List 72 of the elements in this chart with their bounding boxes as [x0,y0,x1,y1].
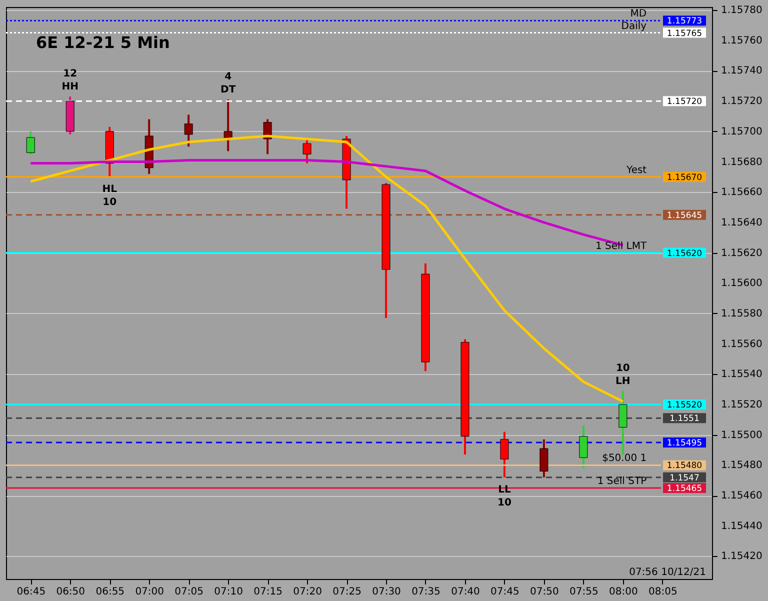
y-tick-label: 1.15640 [721,217,762,228]
y-tick-label: 1.15780 [721,5,762,16]
y-tick-label: 1.15720 [721,96,762,108]
annotation: MD [630,8,647,20]
annotation: 10 [498,497,512,508]
y-tick-label: 1.15480 [721,460,762,472]
y-tick-label: 1.15580 [721,308,762,320]
ref-line-label: 1.15495 [666,438,702,448]
ref-line-label: 1.15670 [666,172,702,183]
candlestick [302,138,312,164]
y-tick-label: 1.15760 [721,35,762,46]
ref-line-label: 1.15645 [666,210,702,221]
x-tick-label: 07:05 [174,586,204,598]
ref-line-label: 1.15465 [666,484,702,494]
y-tick-label: 1.15460 [721,490,762,502]
annotation: LH [616,376,630,387]
x-tick-label: 07:50 [530,586,559,598]
annotation: 10 [616,362,630,374]
candlestick [26,130,35,156]
annotation: Yest [626,164,647,176]
x-tick-label: 07:20 [293,586,322,598]
candlestick [579,424,588,470]
annotation: 1 Sell LMT [596,240,648,252]
x-tick-label: 07:35 [412,586,440,598]
y-tick-label: 1.15620 [721,248,762,259]
x-tick-label: 07:40 [451,586,480,598]
ref-line-label: 1.1547 [670,473,700,484]
candlestick [263,118,272,156]
annotation: DT [220,84,236,96]
ref-line-label: 1.15520 [666,400,702,411]
annotation: 07:56 10/12/21 [629,567,706,578]
candlestick [184,114,193,148]
annotation: Daily [621,20,647,32]
x-tick-label: 08:05 [648,586,678,598]
annotation: 1 Sell STP [597,476,647,487]
candlestick [540,438,548,478]
ref-line-label: 1.15480 [666,461,702,472]
y-tick-label: 1.15420 [721,551,762,562]
y-tick-label: 1.15660 [721,187,762,198]
annotation: HH [62,82,78,93]
ref-line-label: 1.15720 [666,97,702,108]
x-tick-label: 07:45 [490,586,520,598]
y-tick-label: 1.15440 [721,520,762,532]
x-tick-label: 07:10 [214,586,243,598]
x-tick-label: 06:55 [96,586,125,598]
x-tick-label: 06:45 [16,586,46,598]
ref-line-label: 1.15620 [666,248,702,259]
annotation: 4 [224,72,232,83]
annotation: 10 [102,196,117,208]
x-tick-label: 07:25 [332,586,362,598]
x-tick-label: 07:00 [135,586,164,598]
x-tick-label: 07:15 [254,586,282,598]
x-tick-label: 08:00 [609,586,638,598]
y-tick-label: 1.15540 [721,369,762,380]
ref-line-label: 1.15773 [666,16,702,27]
x-tick-label: 07:30 [372,586,401,598]
y-tick-label: 1.15600 [721,278,762,290]
y-tick-label: 1.15520 [721,400,762,411]
y-tick-label: 1.15500 [721,430,762,441]
ref-line-label: 1.15765 [666,28,702,39]
ref-line-label: 1.1551 [670,414,700,424]
y-tick-label: 1.15560 [721,338,762,350]
annotation: HL [102,184,118,195]
y-tick-label: 1.15740 [721,66,762,77]
y-tick-label: 1.15680 [721,156,762,168]
x-tick-label: 07:55 [570,586,598,598]
candlestick [500,430,509,478]
annotation: 12 [63,68,78,80]
text: 6E 12-21 5 Min [36,33,170,52]
x-tick-label: 06:50 [56,586,86,598]
y-tick-label: 1.15700 [721,126,762,138]
annotation: $50.00 1 [602,453,647,464]
